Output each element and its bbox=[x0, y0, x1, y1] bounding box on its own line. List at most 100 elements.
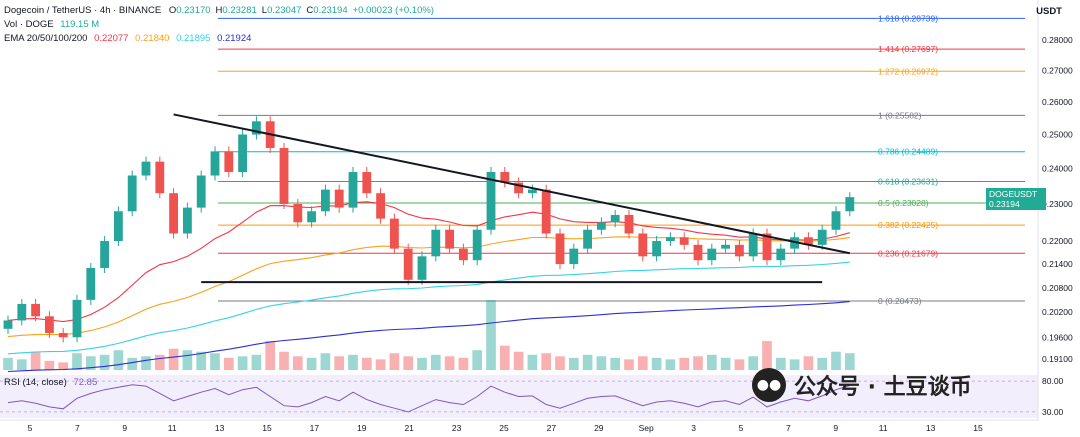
price-tick-label: 0.21400 bbox=[1042, 259, 1073, 269]
price-tick-label: 0.28000 bbox=[1042, 35, 1073, 45]
symbol-ohlc-row: Dogecoin / TetherUS · 4h · BINANCE O0.23… bbox=[4, 4, 434, 18]
price-tick-label: 0.26000 bbox=[1042, 97, 1073, 107]
candle-body bbox=[762, 233, 772, 261]
fib-label: 1.618 (0.28739) bbox=[878, 13, 938, 23]
volume-bar bbox=[237, 356, 248, 370]
ema-line-200 bbox=[7, 301, 850, 373]
candle-body bbox=[403, 248, 413, 280]
candle-body bbox=[251, 121, 261, 135]
candlesticks bbox=[3, 116, 855, 343]
candle-body bbox=[748, 233, 758, 257]
candle-body bbox=[541, 189, 551, 234]
candle-body bbox=[3, 320, 13, 329]
ohlc-item: +0.00023 (+0.10%) bbox=[353, 5, 434, 16]
date-tick-label: 17 bbox=[310, 423, 320, 433]
fib-label: 0 (0.20473) bbox=[878, 296, 922, 306]
volume-label: Vol · DOGE bbox=[4, 19, 54, 30]
volume-bar bbox=[265, 341, 276, 370]
rsi-legend: RSI (14, close) 72.85 bbox=[4, 377, 97, 388]
volume-bar bbox=[637, 356, 648, 370]
candle-body bbox=[238, 134, 248, 173]
volume-bar bbox=[168, 348, 179, 370]
ema50-value: 0.21840 bbox=[135, 33, 170, 44]
volume-bar bbox=[582, 354, 593, 370]
volume-bar bbox=[513, 351, 524, 370]
rsi-tick-label: 30.00 bbox=[1042, 407, 1064, 417]
volume-bar bbox=[527, 354, 538, 370]
volume-bar bbox=[486, 300, 496, 370]
date-tick-label: 9 bbox=[833, 423, 838, 433]
candle-body bbox=[803, 237, 813, 245]
chart-legend: Dogecoin / TetherUS · 4h · BINANCE O0.23… bbox=[4, 4, 434, 46]
ohlc-key: H bbox=[215, 5, 223, 16]
candle-body bbox=[472, 229, 482, 261]
candle-body bbox=[169, 193, 179, 234]
volume-bar bbox=[610, 357, 621, 370]
candle-body bbox=[320, 189, 330, 212]
price-tag-countdown: 01:50:10 bbox=[1009, 209, 1043, 219]
wechat-icon: ●● bbox=[752, 368, 786, 402]
rsi-line bbox=[7, 384, 850, 413]
date-tick-label: 21 bbox=[404, 423, 414, 433]
volume-bar bbox=[348, 354, 358, 370]
volume-bar bbox=[775, 357, 786, 370]
volume-bar bbox=[665, 359, 676, 370]
date-tick-label: 19 bbox=[357, 423, 367, 433]
ohlc-item: O0.23170 bbox=[169, 5, 211, 16]
volume-bar bbox=[748, 356, 759, 370]
volume-bar bbox=[555, 356, 565, 370]
ohlc-value: 0.23170 bbox=[176, 5, 211, 16]
candle-body bbox=[279, 147, 289, 205]
price-tag-price: 0.23194 bbox=[989, 199, 1020, 209]
candle-body bbox=[734, 244, 744, 257]
volume-bar bbox=[762, 341, 772, 370]
volume-bar bbox=[831, 351, 841, 370]
volume-bar bbox=[720, 357, 731, 370]
ema-line-100 bbox=[7, 261, 850, 355]
candle-body bbox=[17, 303, 27, 321]
trendlines bbox=[173, 113, 851, 284]
candle-body bbox=[182, 207, 192, 234]
trendline bbox=[173, 113, 851, 255]
date-tick-label: 11 bbox=[879, 423, 888, 433]
fib-label: 0.618 (0.23631) bbox=[878, 176, 938, 186]
ohlc-key: O bbox=[168, 5, 177, 16]
rsi-pane bbox=[0, 375, 1038, 418]
volume-bar bbox=[734, 359, 745, 370]
candle-body bbox=[845, 197, 855, 212]
candle-body bbox=[514, 182, 524, 194]
fib-label: 0.236 (0.21679) bbox=[878, 248, 938, 258]
candle-body bbox=[638, 233, 648, 257]
date-tick-label: 7 bbox=[75, 423, 80, 433]
candle-body bbox=[555, 233, 565, 265]
volume-bar bbox=[596, 356, 607, 370]
ohlc-item: H0.23281 bbox=[216, 5, 257, 16]
ohlc-key: L bbox=[261, 5, 268, 16]
volume-bar bbox=[706, 354, 717, 370]
candle-body bbox=[376, 193, 386, 219]
volume-row: Vol · DOGE 119.15 M bbox=[4, 18, 434, 32]
volume-bar bbox=[458, 357, 469, 370]
candle-body bbox=[113, 211, 123, 242]
candle-body bbox=[334, 189, 344, 208]
volume-bar bbox=[403, 356, 414, 370]
candle-body bbox=[196, 175, 206, 208]
volume-value: 119.15 M bbox=[60, 19, 100, 30]
volume-bar bbox=[693, 356, 703, 370]
date-tick-label: 11 bbox=[168, 423, 177, 433]
price-tag-symbol: DOGEUSDT bbox=[989, 189, 1038, 199]
price-tick-label: 0.20800 bbox=[1042, 283, 1073, 293]
ema-label: EMA 20/50/100/200 bbox=[4, 33, 88, 44]
ohlc-value: +0.00023 (+0.10%) bbox=[352, 5, 434, 16]
ohlc-item: C0.23194 bbox=[306, 5, 347, 16]
candle-body bbox=[693, 244, 703, 261]
candle-body bbox=[58, 333, 68, 338]
volume-bar bbox=[320, 353, 331, 370]
candle-body bbox=[721, 244, 731, 249]
price-tick-label: 0.25000 bbox=[1042, 130, 1073, 140]
axis-unit: USDT bbox=[1036, 6, 1062, 17]
fib-label: 0.786 (0.24489) bbox=[878, 147, 938, 157]
candle-body bbox=[500, 172, 510, 183]
candle-body bbox=[831, 211, 841, 230]
